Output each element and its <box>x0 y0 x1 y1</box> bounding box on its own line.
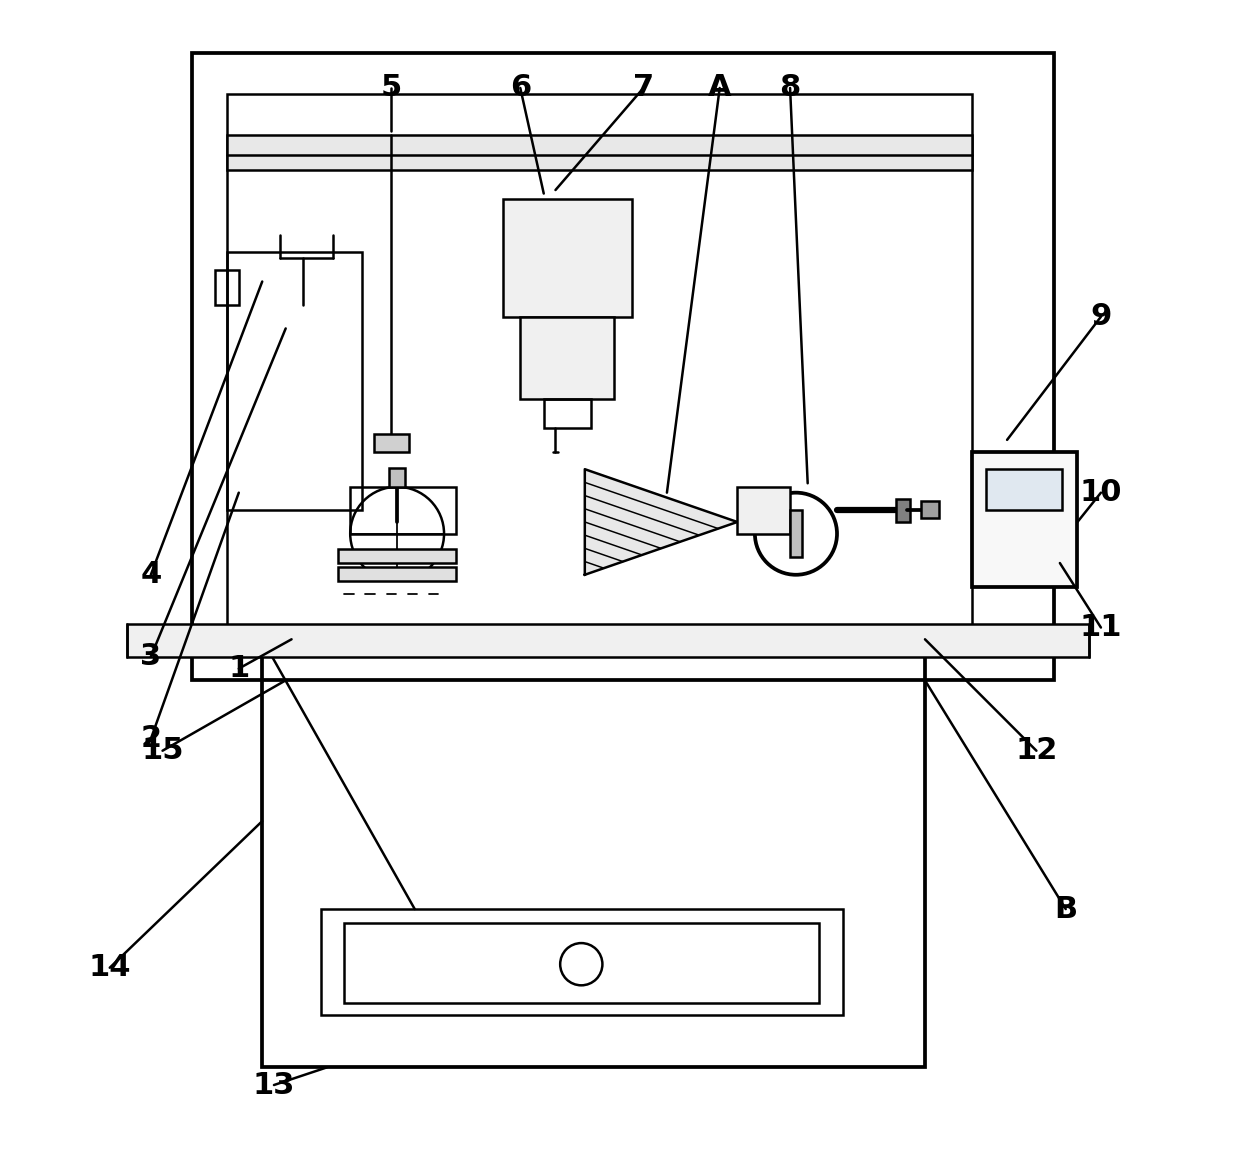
Polygon shape <box>585 469 738 575</box>
Bar <box>790 510 802 557</box>
Bar <box>227 135 972 170</box>
Text: 9: 9 <box>1090 303 1111 331</box>
Bar <box>738 487 790 534</box>
Circle shape <box>986 536 1004 555</box>
Bar <box>339 567 456 581</box>
Bar <box>345 923 820 1003</box>
Bar <box>192 53 1054 680</box>
Bar <box>227 94 972 639</box>
Text: 5: 5 <box>381 74 402 102</box>
Text: A: A <box>708 74 732 102</box>
Text: 4: 4 <box>140 561 161 589</box>
Bar <box>216 270 239 305</box>
Bar <box>262 639 925 1067</box>
Text: 7: 7 <box>632 74 653 102</box>
Bar <box>373 434 409 452</box>
Bar <box>521 317 614 399</box>
Bar <box>921 501 939 518</box>
Text: 3: 3 <box>140 643 161 671</box>
Text: 11: 11 <box>1080 613 1122 642</box>
Text: 14: 14 <box>88 954 131 982</box>
Text: 15: 15 <box>141 737 184 765</box>
Circle shape <box>1038 536 1056 555</box>
Bar <box>350 487 456 534</box>
Bar <box>895 499 910 522</box>
Circle shape <box>999 560 1018 578</box>
Bar <box>544 399 590 428</box>
Text: 8: 8 <box>780 74 801 102</box>
Text: 12: 12 <box>1016 737 1058 765</box>
Circle shape <box>1012 536 1030 555</box>
Bar <box>321 909 843 1015</box>
Bar <box>339 549 456 563</box>
Bar <box>128 624 1089 657</box>
Text: B: B <box>1054 895 1078 923</box>
Text: 10: 10 <box>1080 479 1122 507</box>
Text: 2: 2 <box>140 725 161 753</box>
Bar <box>227 252 362 510</box>
Text: 13: 13 <box>253 1071 295 1099</box>
Circle shape <box>1024 560 1043 578</box>
Bar <box>972 452 1078 586</box>
Text: 1: 1 <box>228 655 249 683</box>
Bar <box>389 468 405 487</box>
Bar <box>502 199 631 317</box>
Text: 6: 6 <box>510 74 531 102</box>
Bar <box>986 469 1063 510</box>
